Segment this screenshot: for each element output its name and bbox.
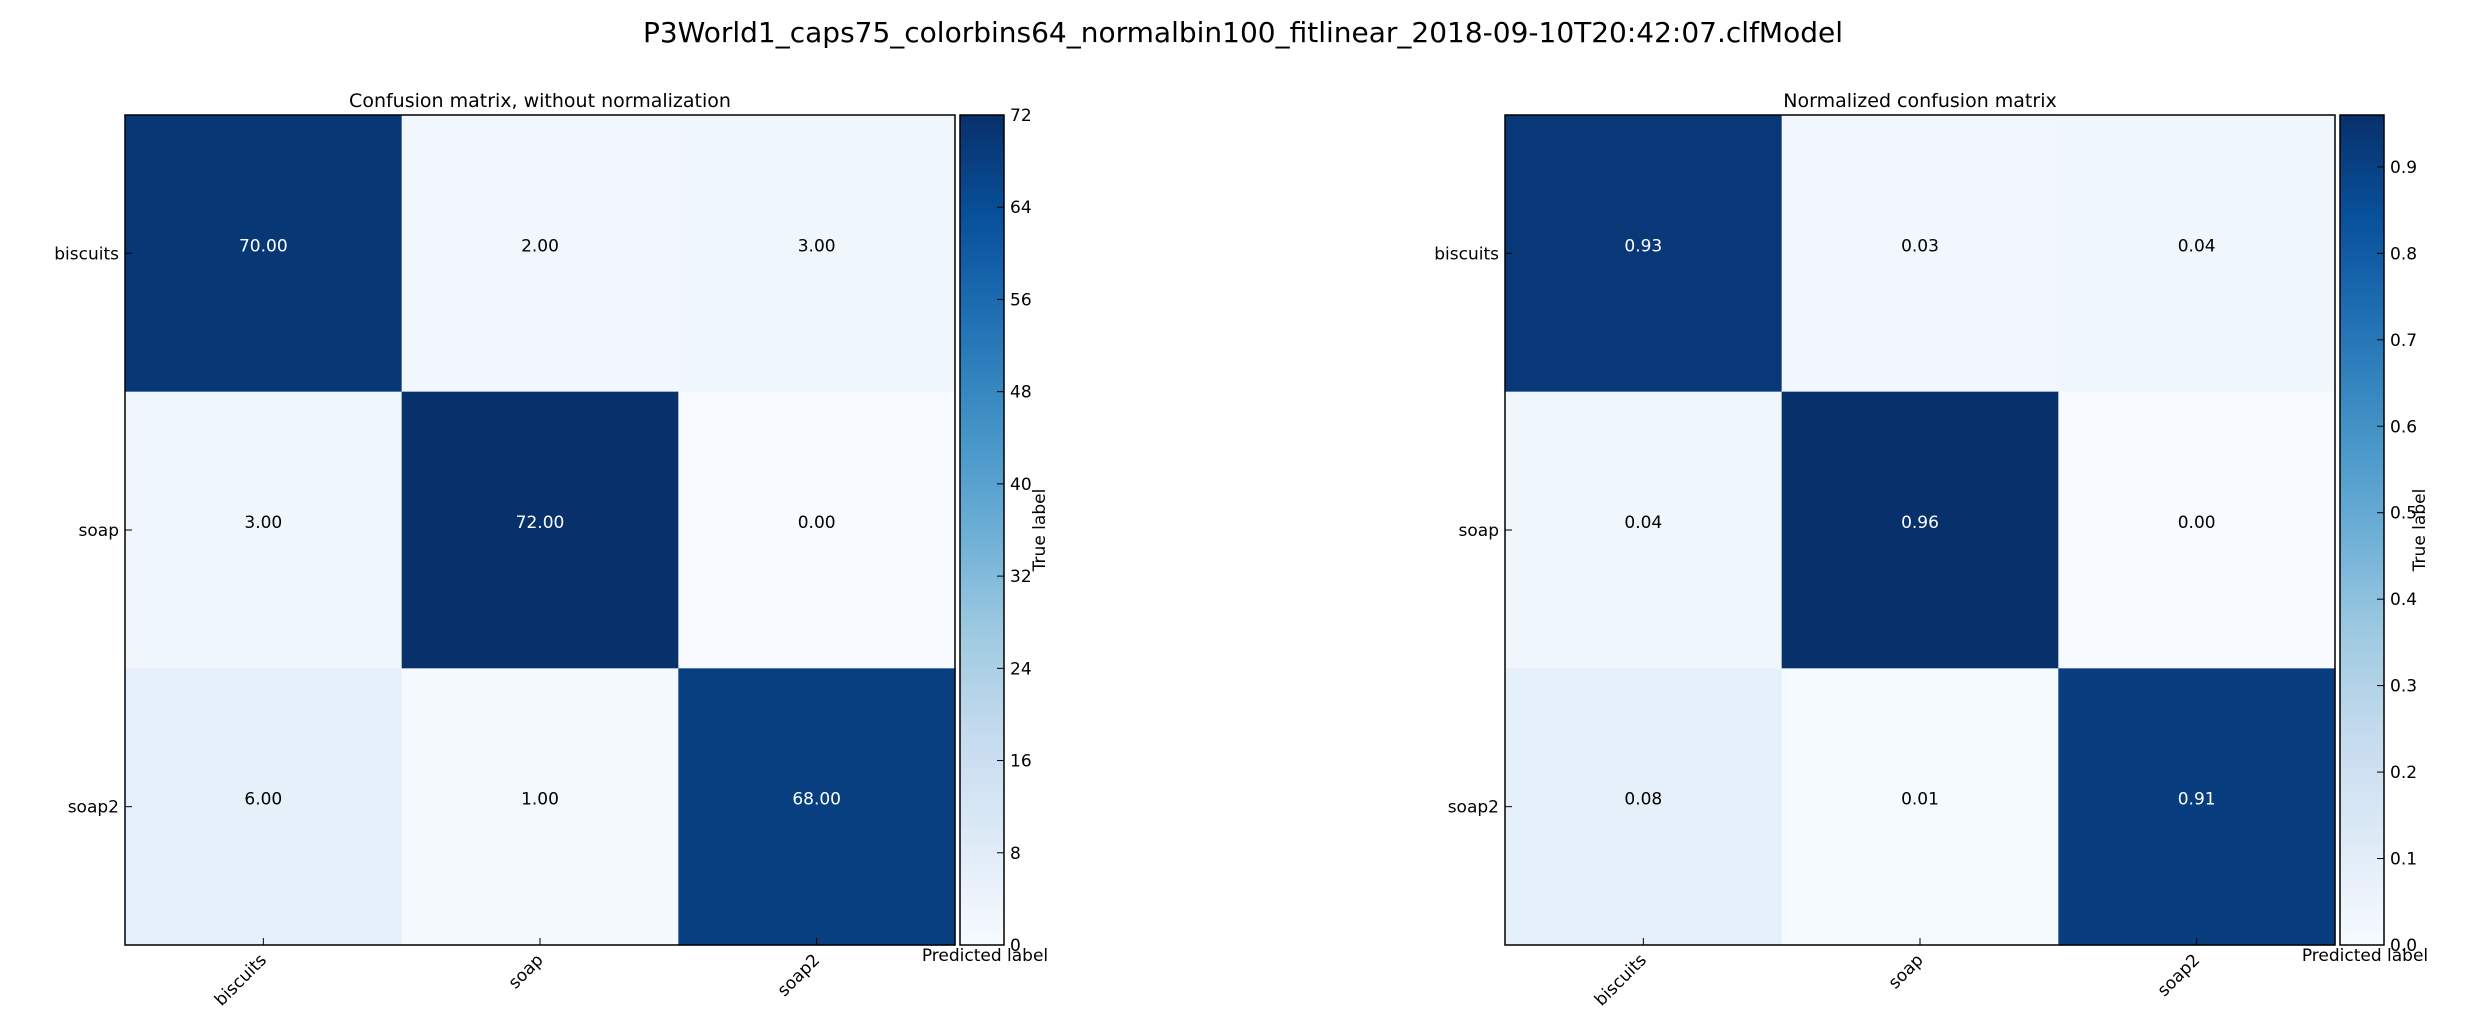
matrix-cell xyxy=(1505,668,1783,946)
x-tick-label: soap xyxy=(505,950,548,993)
cell-value-label: 0.91 xyxy=(2178,790,2216,810)
matrix-cell xyxy=(401,115,679,393)
colorbar-tick-label: 0 xyxy=(1010,936,1021,956)
panel-title: Confusion matrix, without normalization xyxy=(349,90,731,112)
y-tick-label: soap xyxy=(1459,521,1499,541)
colorbar-tick-label: 0.9 xyxy=(2390,158,2417,178)
y-tick-label: soap xyxy=(79,521,119,541)
matrix-cell xyxy=(2058,115,2336,393)
colorbar-tick-label: 0.0 xyxy=(2390,936,2417,956)
colorbar-tick-label: 0.2 xyxy=(2390,763,2417,783)
colorbar-tick-label: 48 xyxy=(1010,383,1032,403)
matrix-cell xyxy=(1505,115,1783,393)
x-tick-label: soap xyxy=(1885,950,1928,993)
cell-value-label: 68.00 xyxy=(792,790,841,810)
raw-matrix-panel: Confusion matrix, without normalization 7… xyxy=(54,90,1050,1010)
matrix-cell xyxy=(125,115,403,393)
cell-value-label: 0.04 xyxy=(1624,513,1662,533)
matrix-cell xyxy=(125,391,403,669)
matrix-cell xyxy=(678,391,956,669)
matrix-cell xyxy=(678,115,956,393)
cell-value-label: 0.00 xyxy=(2178,513,2216,533)
y-tick-label: soap2 xyxy=(1448,798,1499,818)
figure-suptitle: P3World1_caps75_colorbins64_normalbin100… xyxy=(643,16,1843,49)
matrix-cell xyxy=(678,668,956,946)
cell-value-label: 0.96 xyxy=(1901,513,1939,533)
x-tick-label: soap2 xyxy=(774,950,824,1000)
colorbar-tick-label: 16 xyxy=(1010,752,1032,772)
x-axis-label: Predicted label xyxy=(922,946,1048,966)
y-axis-label: True label xyxy=(1030,489,1050,573)
cell-value-label: 0.00 xyxy=(798,513,836,533)
panel-title: Normalized confusion matrix xyxy=(1783,90,2056,112)
x-tick-label: soap2 xyxy=(2154,950,2204,1000)
matrix-cell xyxy=(1781,115,2059,393)
cell-value-label: 1.00 xyxy=(521,790,559,810)
x-tick-label: biscuits xyxy=(1591,950,1651,1010)
colorbar-tick-label: 24 xyxy=(1010,659,1032,679)
cell-value-label: 3.00 xyxy=(798,236,836,256)
colorbar-tick-label: 40 xyxy=(1010,475,1032,495)
cell-value-label: 0.04 xyxy=(2178,236,2216,256)
colorbar xyxy=(2340,115,2384,945)
colorbar-tick-label: 0.8 xyxy=(2390,244,2417,264)
y-tick-label: biscuits xyxy=(54,244,119,264)
colorbar-tick-label: 0.3 xyxy=(2390,677,2417,697)
matrix-cell xyxy=(2058,391,2336,669)
cell-value-label: 2.00 xyxy=(521,236,559,256)
colorbar-tick-label: 64 xyxy=(1010,198,1032,218)
colorbar-frame xyxy=(2339,114,2385,946)
y-tick-label: biscuits xyxy=(1434,244,1499,264)
cell-value-label: 6.00 xyxy=(244,790,282,810)
matrix-cell xyxy=(401,668,679,946)
y-tick-label: soap2 xyxy=(68,798,119,818)
matrix-cell xyxy=(1781,668,2059,946)
colorbar-tick-label: 56 xyxy=(1010,290,1032,310)
cell-value-label: 0.08 xyxy=(1624,790,1662,810)
colorbar xyxy=(960,115,1004,945)
matrix-cell xyxy=(1781,391,2059,669)
colorbar-tick-label: 0.7 xyxy=(2390,331,2417,351)
colorbar-tick-label: 72 xyxy=(1010,106,1032,126)
matrix-cell xyxy=(2058,668,2336,946)
x-axis-label: Predicted label xyxy=(2302,946,2428,966)
colorbar-tick-label: 32 xyxy=(1010,567,1032,587)
cell-value-label: 0.03 xyxy=(1901,236,1939,256)
x-tick-label: biscuits xyxy=(211,950,271,1010)
colorbar-tick-label: 8 xyxy=(1010,844,1021,864)
cell-value-label: 70.00 xyxy=(239,236,288,256)
cell-value-label: 0.93 xyxy=(1624,236,1662,256)
colorbar-tick-label: 0.6 xyxy=(2390,417,2417,437)
cell-value-label: 3.00 xyxy=(244,513,282,533)
colorbar-tick-label: 0.1 xyxy=(2390,850,2417,870)
colorbar-tick-label: 0.4 xyxy=(2390,590,2417,610)
matrix-cell xyxy=(401,391,679,669)
matrix-cell xyxy=(1505,391,1783,669)
cell-value-label: 0.01 xyxy=(1901,790,1939,810)
colorbar-frame xyxy=(959,114,1005,946)
y-axis-label: True label xyxy=(2410,489,2430,573)
normalized-matrix-panel: Normalized confusion matrix 0.93 0.03 0.04 0… xyxy=(1434,90,2430,1010)
colorbar-tick-label: 0.5 xyxy=(2390,504,2417,524)
matrix-cell xyxy=(125,668,403,946)
cell-value-label: 72.00 xyxy=(516,513,565,533)
